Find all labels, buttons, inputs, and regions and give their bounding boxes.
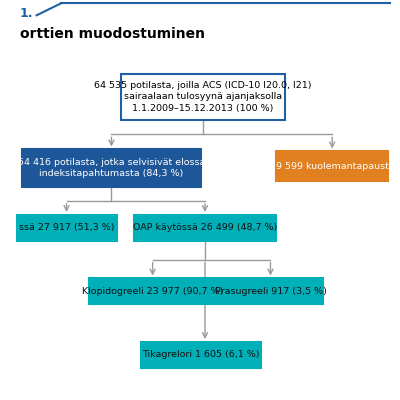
Text: 1.: 1. (20, 7, 33, 20)
Text: Tikagrelori 1 605 (6,1 %): Tikagrelori 1 605 (6,1 %) (142, 350, 260, 360)
Text: OAP käytössä 26 499 (48,7 %): OAP käytössä 26 499 (48,7 %) (133, 223, 277, 232)
Text: 9 599 kuolemantapaust: 9 599 kuolemantapaust (276, 162, 389, 171)
FancyBboxPatch shape (89, 278, 216, 304)
FancyBboxPatch shape (141, 342, 261, 368)
FancyBboxPatch shape (134, 215, 276, 241)
Text: ssä 27 917 (51,3 %): ssä 27 917 (51,3 %) (19, 223, 114, 232)
Text: Prasugreeli 917 (3,5 %): Prasugreeli 917 (3,5 %) (214, 287, 326, 296)
FancyBboxPatch shape (121, 74, 286, 120)
Text: orttien muodostuminen: orttien muodostuminen (20, 27, 205, 41)
Text: Klopidogreeli 23 977 (90,7 %): Klopidogreeli 23 977 (90,7 %) (82, 287, 223, 296)
FancyBboxPatch shape (16, 215, 117, 241)
Text: 64 535 potilasta, joilla ACS (ICD-10 I20.0, I21)
sairaalaan tulosyynä ajanjaksol: 64 535 potilasta, joilla ACS (ICD-10 I20… (94, 81, 312, 113)
FancyBboxPatch shape (22, 149, 201, 187)
FancyBboxPatch shape (218, 278, 323, 304)
Text: 54 416 potilasta, jotka selvisivät elossa
indeksitapahtumasta (84,3 %): 54 416 potilasta, jotka selvisivät eloss… (18, 158, 205, 178)
FancyBboxPatch shape (276, 151, 388, 181)
